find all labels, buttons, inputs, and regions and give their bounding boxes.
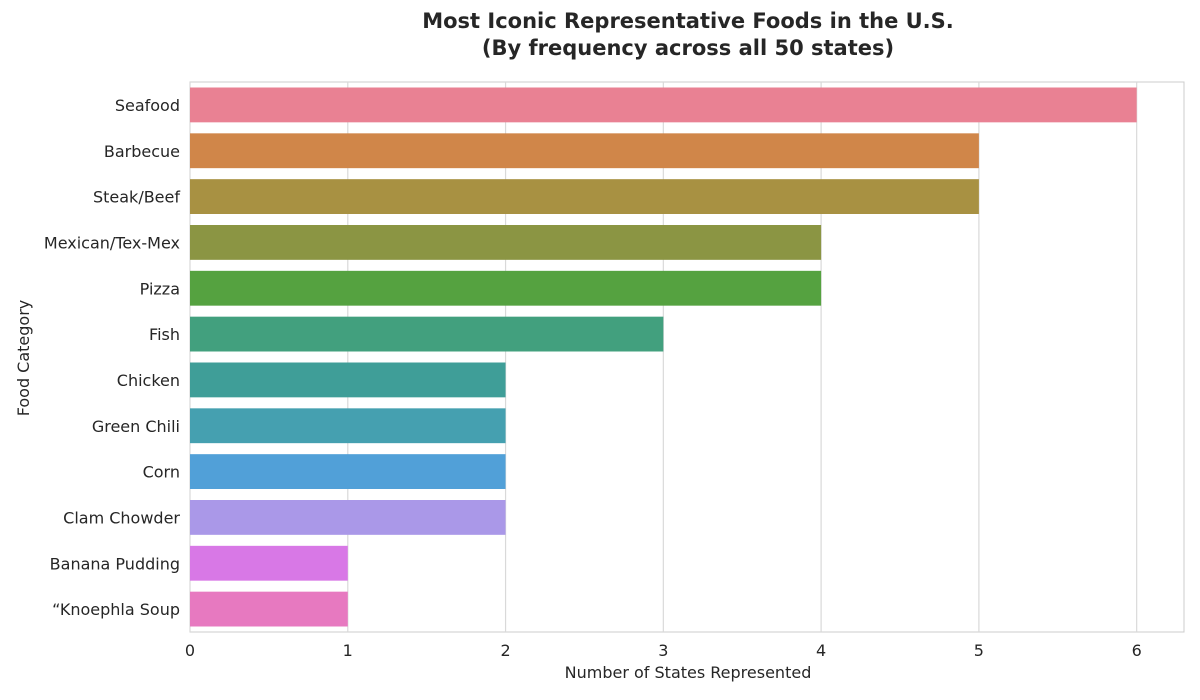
- x-tick-label: 6: [1132, 641, 1142, 660]
- x-tick-label: 3: [658, 641, 668, 660]
- y-tick-label: “Knoephla Soup: [52, 600, 180, 619]
- bar-seafood: [190, 87, 1137, 123]
- bar-banana-pudding: [190, 545, 348, 581]
- bar-chicken: [190, 362, 506, 398]
- y-tick-label: Steak/Beef: [93, 188, 180, 207]
- bar-corn: [190, 454, 506, 489]
- y-tick-label: Clam Chowder: [63, 508, 180, 527]
- y-tick-label: Corn: [143, 463, 180, 482]
- x-tick-label: 4: [816, 641, 826, 660]
- y-axis-ticks: Seafood Barbecue Steak/Beef Mexican/Tex-Mex…: [44, 96, 181, 619]
- y-tick-label: Barbecue: [104, 142, 180, 161]
- y-tick-label: Green Chili: [92, 417, 180, 436]
- bar-steak-beef: [190, 179, 979, 214]
- chart-title: Most Iconic Representative Foods in the …: [422, 9, 954, 33]
- x-tick-label: 0: [185, 641, 195, 660]
- y-axis-label: Food Category: [14, 300, 33, 417]
- bar-barbecue: [190, 133, 979, 169]
- x-tick-label: 2: [500, 641, 510, 660]
- y-tick-label: Pizza: [140, 279, 180, 298]
- bar-green-chili: [190, 408, 506, 444]
- bar-knoephla-soup: [190, 591, 348, 627]
- y-tick-label: Fish: [149, 325, 180, 344]
- grid-lines: [189, 82, 1138, 632]
- x-tick-label: 1: [343, 641, 353, 660]
- x-tick-label: 5: [974, 641, 984, 660]
- bars: [190, 87, 1137, 627]
- bar-pizza: [190, 270, 822, 306]
- x-axis-label: Number of States Represented: [565, 663, 812, 682]
- bar-mexican-tex-mex: [190, 225, 822, 260]
- bar-fish: [190, 316, 664, 352]
- y-tick-label: Chicken: [117, 371, 180, 390]
- y-tick-label: Banana Pudding: [50, 554, 180, 573]
- chart-subtitle: (By frequency across all 50 states): [482, 36, 894, 60]
- y-tick-label: Seafood: [115, 96, 180, 115]
- bar-clam-chowder: [190, 500, 506, 535]
- y-tick-label: Mexican/Tex-Mex: [44, 233, 180, 252]
- x-axis-ticks: 0 1 2 3 4 5 6: [185, 641, 1142, 660]
